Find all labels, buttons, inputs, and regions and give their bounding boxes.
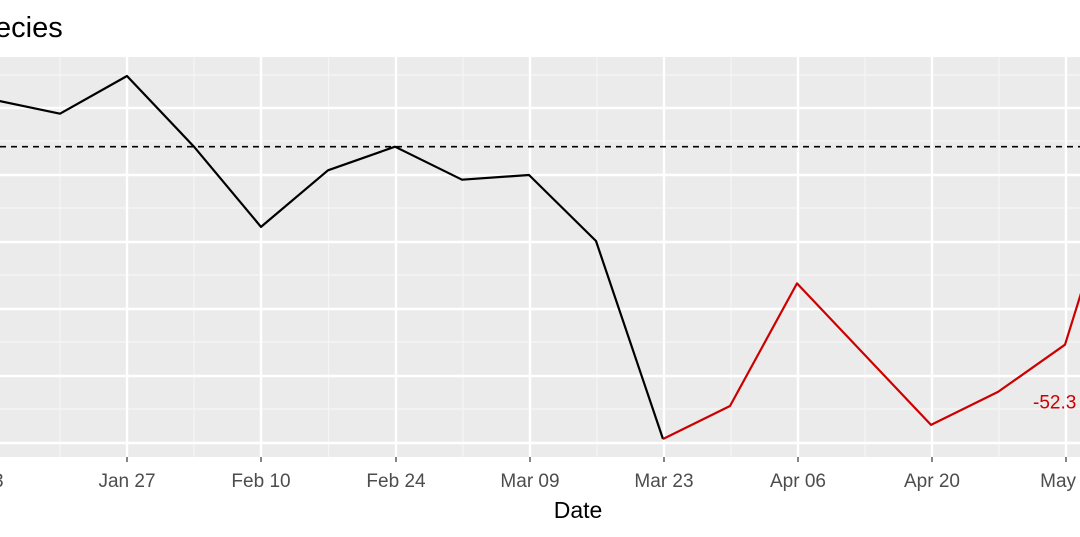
x-tick-label: Apr 06: [770, 471, 826, 492]
grid-major: [0, 57, 1080, 457]
series-line-1: [662, 282, 1080, 440]
x-tick-label: Mar 23: [634, 471, 693, 492]
annotation-label: -52.3: [1033, 392, 1076, 413]
x-tick-label: Jan 27: [98, 471, 155, 492]
series-line-0: [0, 74, 665, 440]
x-tick-label: 13: [0, 471, 4, 492]
chart-title: ecies: [0, 12, 63, 44]
x-tick-label: Feb 24: [366, 471, 426, 492]
x-tick-label: May 0: [1040, 471, 1080, 492]
series-layer: [0, 74, 1080, 440]
x-tick-label: Feb 10: [231, 471, 290, 492]
x-tick-label: Apr 20: [904, 471, 960, 492]
x-axis-title: Date: [554, 497, 603, 523]
x-axis: 13 Jan 27 Feb 10 Feb 24 Mar 09 Mar 23 Apr 06 Ap…: [0, 457, 1080, 492]
plot-background: [0, 57, 1080, 457]
annotation-layer: -52.3: [1033, 392, 1076, 413]
x-tick-label: Mar 09: [500, 471, 559, 492]
